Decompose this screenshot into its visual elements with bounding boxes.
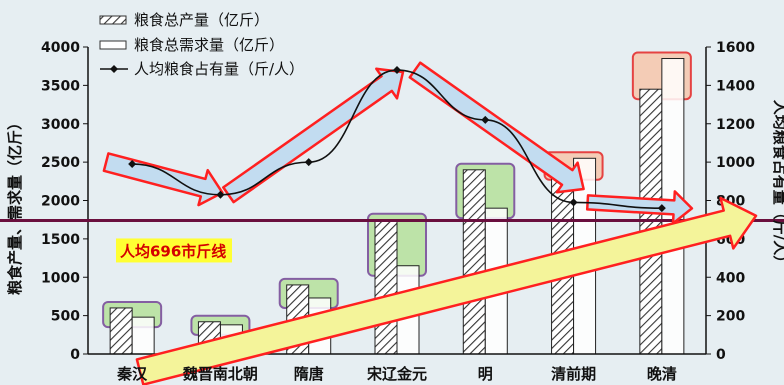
y2-tick-label: 1200 <box>716 117 755 133</box>
y-tick-label: 3000 <box>41 117 80 133</box>
y2-tick-label: 1000 <box>716 155 755 171</box>
x-tick-label: 宋辽金元 <box>366 365 427 383</box>
y-tick-label: 1500 <box>41 232 80 248</box>
legend: 粮食总产量（亿斤） 粮食总需求量（亿斤） 人均粮食占有量（斤/人） <box>99 11 304 78</box>
trend-arrow-fall <box>408 61 585 194</box>
y2-tick-label: 400 <box>716 270 745 286</box>
y-tick-label: 2500 <box>41 155 80 171</box>
x-tick-label: 魏晋南北朝 <box>182 365 258 383</box>
y-axis-title: 粮食产量、需求量（亿斤） <box>6 115 24 295</box>
x-tick-label: 隋唐 <box>294 365 324 383</box>
per-capita-point <box>481 115 490 124</box>
bar-demand <box>131 316 155 355</box>
bar-production <box>462 169 486 355</box>
legend-swatch-demand <box>99 40 127 50</box>
bar-production <box>109 307 133 355</box>
y2-tick-label: 1600 <box>716 40 755 56</box>
y-tick-label: 0 <box>70 347 80 363</box>
per-capita-point <box>569 198 578 207</box>
y-tick-label: 4000 <box>41 40 80 56</box>
reference-label-bg <box>116 238 232 263</box>
legend-marker-per-capita <box>110 65 118 73</box>
legend-label-demand: 粮食总需求量（亿斤） <box>134 36 284 54</box>
per-capita-point <box>393 66 401 75</box>
per-capita-point <box>657 204 666 213</box>
y-tick-label: 2000 <box>41 194 80 210</box>
y-tick-label: 3500 <box>41 78 80 94</box>
legend-label-production: 粮食总产量（亿斤） <box>134 11 269 29</box>
y2-tick-label: 200 <box>716 309 745 325</box>
legend-label-per-capita: 人均粮食占有量（斤/人） <box>134 60 304 78</box>
per-capita-point <box>216 190 225 199</box>
y-tick-label: 1000 <box>41 270 80 286</box>
legend-swatch-production <box>99 15 127 25</box>
per-capita-point <box>304 158 313 167</box>
x-tick-label: 清前期 <box>551 365 596 383</box>
reference-label: 人均696市斤线 <box>120 242 226 260</box>
bar-production <box>374 219 398 355</box>
x-tick-label: 晚清 <box>647 365 677 383</box>
y-tick-label: 500 <box>51 309 80 325</box>
y2-axis-title: 人均粮食占有量（斤/人） <box>771 100 784 270</box>
x-tick-label: 明 <box>478 365 493 383</box>
x-tick-label: 秦汉 <box>116 365 148 383</box>
per-capita-point <box>128 160 137 169</box>
growth-arrow <box>135 196 758 385</box>
y2-tick-label: 1400 <box>716 78 755 94</box>
y2-tick-label: 0 <box>716 347 726 363</box>
